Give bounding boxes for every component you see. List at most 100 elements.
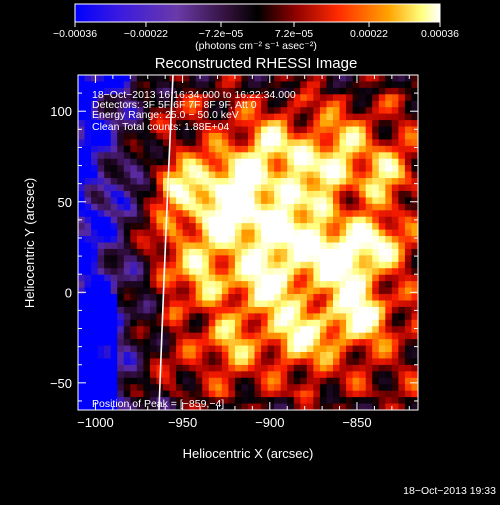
- heatmap-cell: [195, 242, 203, 250]
- heatmap-cell: [378, 255, 386, 263]
- heatmap-cell: [123, 287, 131, 295]
- heatmap-cell: [176, 107, 184, 115]
- heatmap-cell: [254, 210, 262, 218]
- heatmap-cell: [411, 371, 418, 379]
- heatmap-cell: [267, 364, 275, 372]
- heatmap-cell: [182, 339, 190, 347]
- heatmap-cell: [248, 255, 256, 263]
- heatmap-cell: [110, 300, 118, 308]
- heatmap-cell: [78, 255, 86, 263]
- heatmap-cell: [208, 274, 216, 282]
- heatmap-cell: [319, 203, 328, 211]
- heatmap-cell: [91, 216, 99, 224]
- heatmap-cell: [333, 255, 341, 263]
- heatmap-cell: [359, 326, 367, 334]
- heatmap-cell: [208, 158, 216, 166]
- heatmap-cell: [378, 132, 386, 141]
- heatmap-cell: [117, 384, 125, 392]
- heatmap-cell: [346, 313, 354, 321]
- heatmap-cell: [215, 87, 223, 95]
- heatmap-cell: [182, 139, 190, 147]
- heatmap-cell: [123, 236, 131, 244]
- heatmap-cell: [234, 242, 243, 250]
- heatmap-cell: [91, 197, 99, 205]
- heatmap-cell: [169, 294, 177, 302]
- heatmap-cell: [359, 139, 367, 147]
- heatmap-cell: [104, 248, 112, 256]
- heatmap-cell: [287, 107, 295, 115]
- heatmap-cell: [123, 197, 131, 205]
- heatmap-cell: [195, 352, 203, 360]
- heatmap-cell: [404, 384, 413, 392]
- heatmap-cell: [300, 306, 308, 314]
- heatmap-cell: [280, 242, 288, 250]
- heatmap-cell: [195, 326, 203, 334]
- heatmap-cell: [104, 261, 112, 269]
- heatmap-cell: [91, 300, 99, 308]
- heatmap-cell: [319, 107, 328, 115]
- heatmap-cell: [136, 132, 144, 141]
- heatmap-cell: [123, 132, 131, 141]
- heatmap-cell: [248, 171, 256, 179]
- heatmap-cell: [97, 190, 105, 198]
- heatmap-cell: [97, 75, 105, 83]
- heatmap-cell: [352, 364, 360, 372]
- heatmap-cell: [156, 261, 164, 269]
- heatmap-cell: [319, 94, 328, 102]
- heatmap-cell: [300, 339, 308, 347]
- heatmap-cell: [372, 274, 380, 282]
- heatmap-cell: [254, 294, 262, 302]
- heatmap-cell: [130, 120, 138, 128]
- heatmap-cell: [346, 178, 354, 186]
- heatmap-cell: [91, 364, 99, 372]
- heatmap-cell: [300, 75, 308, 83]
- heatmap-cell: [300, 281, 308, 289]
- heatmap-cell: [169, 152, 177, 160]
- heatmap-cell: [319, 210, 328, 218]
- heatmap-cell: [136, 236, 144, 244]
- heatmap-cell: [143, 100, 151, 108]
- heatmap-cell: [189, 261, 197, 269]
- heatmap-cell: [228, 210, 236, 218]
- heatmap-cell: [104, 81, 112, 89]
- heatmap-cell: [123, 358, 131, 366]
- heatmap-cell: [241, 274, 249, 282]
- heatmap-cell: [385, 113, 393, 121]
- heatmap-cell: [104, 75, 112, 83]
- heatmap-cell: [267, 371, 275, 379]
- heatmap-cell: [300, 216, 308, 224]
- heatmap-cell: [293, 178, 301, 186]
- heatmap-cell: [326, 126, 334, 134]
- heatmap-cell: [326, 120, 334, 128]
- heatmap-cell: [136, 274, 144, 282]
- heatmap-cell: [136, 352, 144, 360]
- heatmap-cell: [267, 339, 275, 347]
- heatmap-cell: [254, 223, 262, 231]
- heatmap-cell: [313, 223, 321, 231]
- heatmap-cell: [359, 152, 367, 160]
- heatmap-cell: [234, 216, 243, 224]
- heatmap-cell: [300, 184, 308, 192]
- heatmap-cell: [313, 364, 321, 372]
- heatmap-cell: [241, 332, 249, 340]
- heatmap-cell: [104, 229, 112, 237]
- heatmap-cell: [149, 165, 158, 173]
- heatmap-cell: [149, 75, 158, 83]
- heatmap-cell: [123, 397, 131, 405]
- heatmap-cell: [143, 197, 151, 205]
- heatmap-cell: [189, 132, 197, 141]
- heatmap-cell: [202, 152, 210, 160]
- heatmap-cell: [267, 306, 275, 314]
- heatmap-cell: [346, 345, 354, 353]
- heatmap-cell: [84, 371, 92, 379]
- y-tick-label: −50: [50, 376, 72, 391]
- heatmap-cell: [313, 184, 321, 192]
- colorbar-tick-label: 0.00036: [421, 28, 459, 40]
- heatmap-cell: [391, 87, 399, 95]
- heatmap-cell: [352, 371, 360, 379]
- heatmap-cell: [280, 306, 288, 314]
- heatmap-cell: [293, 248, 301, 256]
- heatmap-cell: [149, 236, 158, 244]
- heatmap-cell: [372, 100, 380, 108]
- heatmap-cell: [274, 364, 282, 372]
